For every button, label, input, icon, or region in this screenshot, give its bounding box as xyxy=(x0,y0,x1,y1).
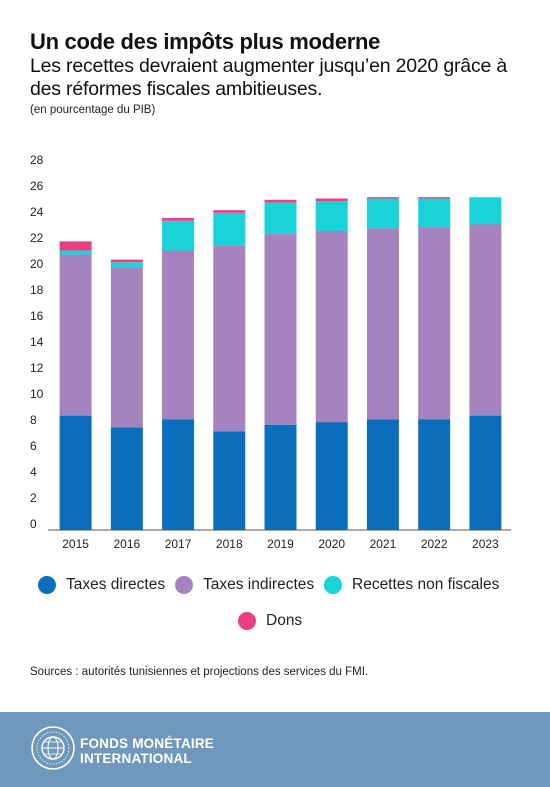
y-tick-label: 2 xyxy=(30,491,37,505)
bar-segment-dons-2019 xyxy=(264,199,297,203)
bar-segment-dons-2015 xyxy=(59,241,92,251)
x-tick-label: 2022 xyxy=(421,537,448,551)
bar-segment-dons-2016 xyxy=(110,259,143,263)
bar-segment-recettes-non-fiscales-2015 xyxy=(59,250,92,255)
legend-label-recettes-non-fiscales: Recettes non fiscales xyxy=(352,576,500,593)
bar-segment-taxes-directes-2015 xyxy=(59,415,92,530)
bar-segment-taxes-indirectes-2022 xyxy=(418,227,451,420)
bar-segment-taxes-indirectes-2018 xyxy=(213,245,246,432)
bar-segment-taxes-directes-2017 xyxy=(162,419,195,530)
source-note: Sources : autorités tunisiennes et proje… xyxy=(30,666,369,678)
bar-segment-taxes-indirectes-2015 xyxy=(59,254,92,416)
y-tick-label: 26 xyxy=(30,179,44,193)
bar-segment-taxes-indirectes-2021 xyxy=(366,228,399,420)
bar-segment-recettes-non-fiscales-2020 xyxy=(315,201,348,231)
bar-segment-taxes-indirectes-2023 xyxy=(469,224,502,416)
bar-segment-dons-2017 xyxy=(162,218,195,221)
y-tick-label: 4 xyxy=(30,465,37,479)
bar-segment-taxes-indirectes-2016 xyxy=(110,267,143,428)
bar-segment-recettes-non-fiscales-2017 xyxy=(162,220,195,251)
y-tick-label: 0 xyxy=(30,517,37,531)
bar-segment-taxes-directes-2016 xyxy=(110,427,143,530)
bar-segment-taxes-indirectes-2019 xyxy=(264,233,297,425)
legend-label-taxes-directes: Taxes directes xyxy=(66,576,166,593)
y-tick-label: 28 xyxy=(30,153,44,167)
imf-seal-icon xyxy=(31,726,75,770)
org-name: FONDS MONÉTAIRE INTERNATIONAL xyxy=(80,736,280,766)
y-tick-label: 8 xyxy=(30,413,37,427)
chart-title: Un code des impôts plus moderne xyxy=(30,29,381,54)
bar-segment-taxes-directes-2021 xyxy=(366,419,399,530)
y-tick-label: 10 xyxy=(30,387,44,401)
legend-swatch-taxes-directes xyxy=(38,576,56,594)
x-tick-label: 2019 xyxy=(267,537,294,551)
bar-segment-taxes-indirectes-2017 xyxy=(162,250,195,420)
y-tick-label: 14 xyxy=(30,335,44,349)
bar-segment-recettes-non-fiscales-2022 xyxy=(418,198,451,228)
x-tick-label: 2017 xyxy=(165,537,192,551)
y-tick-label: 18 xyxy=(30,283,44,297)
legend-item-recettes-non-fiscales: Recettes non fiscales xyxy=(324,576,499,594)
legend-item-taxes-directes: Taxes directes xyxy=(38,576,165,594)
legend-swatch-taxes-indirectes xyxy=(175,576,193,594)
bar-segment-dons-2018 xyxy=(213,210,246,213)
bar-segment-recettes-non-fiscales-2019 xyxy=(264,202,297,234)
footer-bar: FONDS MONÉTAIRE INTERNATIONAL xyxy=(0,712,550,787)
legend-label-dons: Dons xyxy=(266,612,303,629)
legend-label-taxes-indirectes: Taxes indirectes xyxy=(203,576,315,593)
legend-swatch-recettes-non-fiscales xyxy=(324,576,342,594)
bar-segment-dons-2021 xyxy=(366,197,399,199)
bar-segment-taxes-directes-2019 xyxy=(264,424,297,530)
bar-segment-dons-2020 xyxy=(315,198,348,202)
y-tick-label: 12 xyxy=(30,361,44,375)
unit-note: (en pourcentage du PIB) xyxy=(30,104,156,116)
y-tick-label: 16 xyxy=(30,309,44,323)
x-tick-label: 2023 xyxy=(472,537,499,551)
bar-segment-recettes-non-fiscales-2023 xyxy=(469,197,502,225)
x-tick-label: 2018 xyxy=(216,537,243,551)
y-tick-label: 20 xyxy=(30,257,44,271)
bar-segment-taxes-directes-2022 xyxy=(418,419,451,530)
chart-subtitle: Les recettes devraient augmenter jusqu’e… xyxy=(30,55,508,100)
bar-segment-taxes-directes-2020 xyxy=(315,422,348,530)
bar-segment-taxes-indirectes-2020 xyxy=(315,231,348,423)
y-tick-label: 24 xyxy=(30,205,44,219)
x-tick-label: 2020 xyxy=(318,537,345,551)
bar-segment-recettes-non-fiscales-2018 xyxy=(213,212,246,246)
bar-segment-taxes-directes-2023 xyxy=(469,415,502,530)
legend-swatch-dons xyxy=(238,612,256,630)
legend-item-dons: Dons xyxy=(238,612,302,630)
x-tick-label: 2016 xyxy=(113,537,140,551)
y-tick-label: 6 xyxy=(30,439,37,453)
bar-segment-recettes-non-fiscales-2021 xyxy=(366,198,399,229)
x-tick-label: 2021 xyxy=(370,537,397,551)
x-tick-label: 2015 xyxy=(62,537,89,551)
y-tick-label: 22 xyxy=(30,231,44,245)
bar-segment-taxes-directes-2018 xyxy=(213,431,246,530)
bar-segment-recettes-non-fiscales-2016 xyxy=(110,262,143,268)
legend-item-taxes-indirectes: Taxes indirectes xyxy=(175,576,314,594)
bar-segment-dons-2022 xyxy=(418,197,451,199)
org-name-line2: INTERNATIONAL xyxy=(80,751,192,766)
org-name-line1: FONDS MONÉTAIRE xyxy=(80,736,214,751)
